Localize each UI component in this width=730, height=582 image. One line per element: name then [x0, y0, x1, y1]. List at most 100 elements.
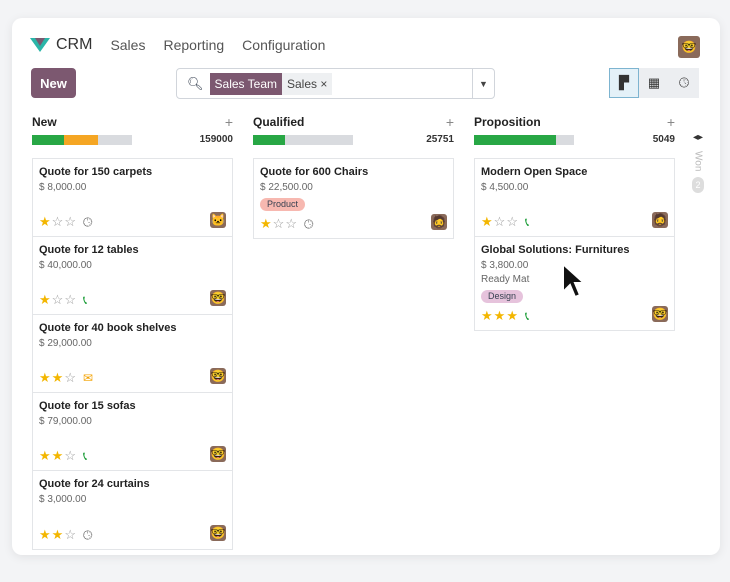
priority-star-icon[interactable]: ★: [39, 527, 51, 542]
priority-star-icon[interactable]: ★: [51, 527, 64, 542]
priority-star-icon[interactable]: ☆: [64, 214, 76, 229]
priority-star-icon[interactable]: ☆: [51, 214, 64, 229]
priority-star-icon[interactable]: ☆: [51, 292, 64, 307]
crm-logo-icon: [30, 38, 50, 52]
lead-card[interactable]: Quote for 24 curtains $ 3,000.00 ★ ★ ☆ 🕓︎ 🤓: [33, 471, 232, 549]
salesperson-avatar: 🧔: [431, 214, 447, 230]
card-footer: ★ ☆ ☆ 📞︎: [39, 288, 226, 308]
priority-star-icon[interactable]: ★: [51, 448, 64, 463]
phone-icon[interactable]: 📞︎: [82, 293, 88, 307]
salesperson-avatar: 🤓: [210, 290, 226, 306]
card-footer: ★ ★ ★ 📞︎: [481, 304, 668, 324]
progress-green: [253, 135, 285, 145]
calendar-view-button[interactable]: ▦: [639, 68, 669, 98]
folded-column-title: Won: [692, 151, 704, 172]
column-progress-bar[interactable]: [474, 135, 574, 145]
add-card-button[interactable]: +: [224, 114, 233, 130]
card-footer: ★ ★ ☆ 📞︎: [39, 444, 226, 464]
folded-column-count: 2: [692, 177, 704, 194]
search-dropdown-toggle[interactable]: ▼: [472, 69, 494, 98]
kanban-view-button[interactable]: ▛: [609, 68, 639, 98]
phone-icon[interactable]: 📞︎: [524, 215, 530, 229]
priority-star-icon[interactable]: ☆: [272, 216, 285, 231]
priority-star-icon[interactable]: ★: [493, 308, 506, 323]
progress-green: [32, 135, 64, 145]
clock-icon[interactable]: 🕓︎: [303, 217, 314, 231]
priority-star-icon[interactable]: ★: [260, 216, 272, 231]
priority-star-icon[interactable]: ★: [481, 308, 493, 323]
menu-sales[interactable]: Sales: [110, 37, 146, 53]
new-button[interactable]: New: [31, 68, 76, 98]
column-title: New: [32, 115, 57, 129]
phone-icon[interactable]: 📞︎: [524, 309, 530, 323]
user-avatar[interactable]: 🤓: [678, 36, 700, 58]
card-title: Quote for 24 curtains: [39, 478, 150, 490]
priority-star-icon[interactable]: ☆: [493, 214, 506, 229]
priority-star-icon[interactable]: ☆: [285, 216, 297, 231]
priority-star-icon[interactable]: ★: [39, 448, 51, 463]
card-list: Quote for 150 carpets $ 8,000.00 ★ ☆ ☆ 🕓︎ 🐱 Quo…: [32, 158, 233, 550]
card-title: Quote for 600 Chairs: [260, 166, 369, 178]
card-footer: ★ ☆ ☆ 🕓︎: [39, 210, 226, 230]
column-progress-bar[interactable]: [253, 135, 353, 145]
add-card-button[interactable]: +: [666, 114, 675, 130]
expand-arrows-icon[interactable]: ◂▸: [692, 132, 704, 143]
card-amount: $ 29,000.00: [39, 338, 92, 349]
card-footer: ★ ☆ ☆ 📞︎: [481, 210, 668, 230]
card-amount: $ 4,500.00: [481, 182, 529, 193]
salesperson-avatar: 🤓: [652, 306, 668, 322]
lead-card[interactable]: Quote for 150 carpets $ 8,000.00 ★ ☆ ☆ 🕓︎ 🐱: [33, 159, 232, 237]
priority-star-icon[interactable]: ★: [39, 214, 51, 229]
lead-card[interactable]: Modern Open Space $ 4,500.00 ★ ☆ ☆ 📞︎ 🧔: [475, 159, 674, 237]
activity-view-button[interactable]: 🕓︎: [669, 68, 699, 98]
salesperson-avatar: 🐱: [210, 212, 226, 228]
view-switcher: ▛ ▦ 🕓︎: [609, 68, 699, 98]
search-bar: 🔍︎ Sales Team Sales × ▼: [176, 68, 495, 99]
lead-card[interactable]: Quote for 15 sofas $ 79,000.00 ★ ★ ☆ 📞︎ 🤓: [33, 393, 232, 471]
column-progress-bar[interactable]: [32, 135, 132, 145]
crm-window: CRM Sales Reporting Configuration 🤓 New …: [12, 18, 720, 555]
card-title: Quote for 150 carpets: [39, 166, 153, 178]
facet-value: Sales ×: [282, 72, 333, 95]
column-header: New +: [32, 114, 233, 130]
priority-star-icon[interactable]: ★: [39, 292, 51, 307]
salesperson-avatar: 🤓: [210, 525, 226, 541]
priority-star-icon[interactable]: ★: [481, 214, 493, 229]
folded-column-won[interactable]: ◂▸ Won 2: [688, 132, 708, 194]
priority-star-icon[interactable]: ☆: [506, 214, 518, 229]
app-name: CRM: [56, 36, 93, 53]
lead-card[interactable]: Quote for 600 Chairs $ 22,500.00 Product ★ ☆…: [254, 159, 453, 238]
envelope-icon[interactable]: ✉: [82, 371, 94, 385]
menu-reporting[interactable]: Reporting: [163, 37, 225, 53]
priority-star-icon[interactable]: ☆: [64, 527, 76, 542]
lead-card[interactable]: Quote for 12 tables $ 40,000.00 ★ ☆ ☆ 📞︎ 🤓: [33, 237, 232, 315]
card-amount: $ 79,000.00: [39, 416, 92, 427]
card-customer: Ready Mat: [481, 274, 530, 285]
priority-star-icon[interactable]: ☆: [64, 448, 76, 463]
priority-star-icon[interactable]: ★: [51, 370, 64, 385]
clock-icon[interactable]: 🕓︎: [82, 215, 93, 229]
priority-star-icon[interactable]: ☆: [64, 292, 76, 307]
priority-star-icon[interactable]: ☆: [64, 370, 76, 385]
column-title: Proposition: [474, 115, 541, 129]
add-card-button[interactable]: +: [445, 114, 454, 130]
search-input[interactable]: [332, 69, 472, 98]
priority-star-icon[interactable]: ★: [39, 370, 51, 385]
kanban-column: Qualified + 25751 Quote for 600 Chairs $ 22…: [253, 114, 454, 239]
card-amount: $ 3,800.00: [481, 260, 529, 271]
calendar-icon: ▦: [647, 75, 661, 90]
remove-facet-icon[interactable]: ×: [320, 76, 328, 91]
app-logo[interactable]: CRM: [30, 36, 92, 54]
kanban-icon: ▛: [619, 75, 629, 90]
menu-configuration[interactable]: Configuration: [242, 37, 326, 53]
card-amount: $ 8,000.00: [39, 182, 87, 193]
progress-orange: [64, 135, 98, 145]
card-tag: Product: [260, 198, 306, 211]
salesperson-avatar: 🤓: [210, 446, 226, 462]
card-amount: $ 22,500.00: [260, 182, 313, 193]
priority-star-icon[interactable]: ★: [506, 308, 518, 323]
clock-icon[interactable]: 🕓︎: [82, 528, 93, 542]
phone-icon[interactable]: 📞︎: [82, 449, 88, 463]
card-list: Quote for 600 Chairs $ 22,500.00 Product ★ ☆…: [253, 158, 454, 239]
lead-card[interactable]: Quote for 40 book shelves $ 29,000.00 ★ ★ ☆ ✉…: [33, 315, 232, 393]
